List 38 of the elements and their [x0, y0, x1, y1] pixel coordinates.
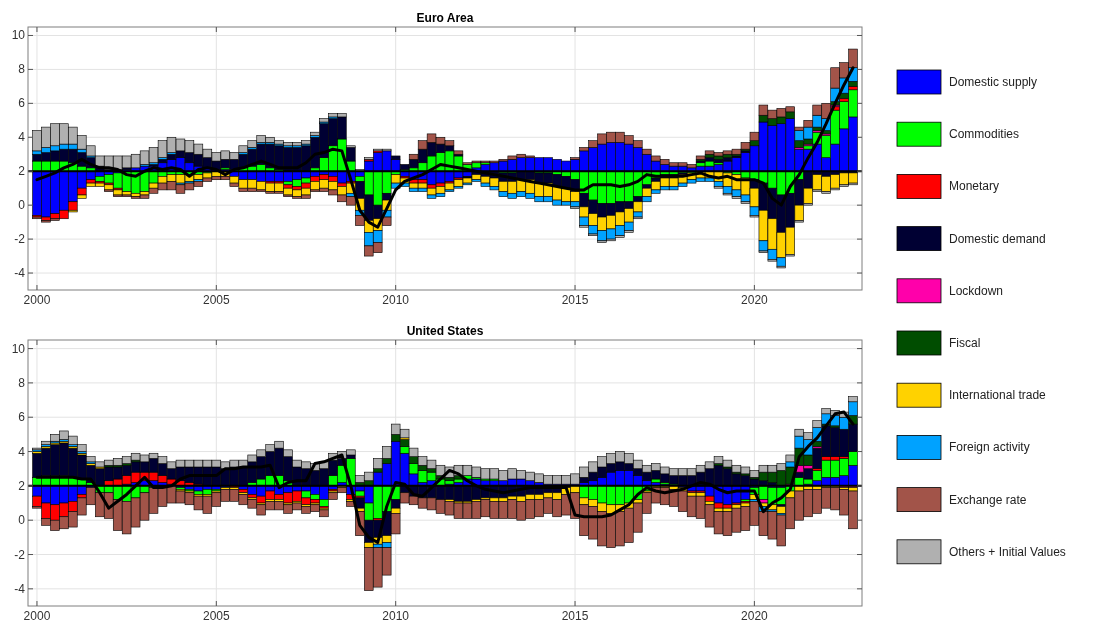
- x-tick-label: 2010: [382, 293, 410, 307]
- legend-label: Lockdown: [949, 283, 1004, 298]
- legend-label: Monetary: [949, 179, 1000, 194]
- x-tick-label: 2000: [23, 293, 51, 307]
- y-tick-label: 8: [18, 375, 26, 390]
- y-tick-label: 6: [18, 96, 26, 111]
- y-tick-label: 2: [18, 478, 26, 493]
- legend-label: Exchange rate: [949, 492, 1027, 507]
- x-tick-label: 2000: [23, 609, 51, 623]
- legend-label: Foreign activity: [949, 440, 1030, 455]
- y-tick-label: 10: [11, 341, 26, 356]
- y-tick-label: -2: [14, 232, 26, 247]
- y-tick-label: 0: [18, 198, 26, 213]
- legend-label: Domestic demand: [949, 231, 1046, 246]
- x-tick-label: 2010: [382, 609, 410, 623]
- x-tick-label: 2020: [741, 609, 769, 623]
- y-tick-label: -2: [14, 547, 26, 562]
- y-tick-label: -4: [14, 581, 26, 596]
- legend-label: Fiscal: [949, 336, 981, 350]
- legend-label: Others + Initial Values: [949, 544, 1066, 559]
- y-tick-label: -4: [14, 266, 26, 281]
- chart-title: Euro Area: [416, 11, 474, 25]
- y-tick-label: 0: [18, 513, 26, 528]
- x-tick-label: 2005: [202, 293, 230, 307]
- y-tick-label: 2: [18, 164, 26, 179]
- chart-title: United States: [406, 324, 484, 338]
- x-tick-label: 2005: [202, 609, 230, 623]
- y-tick-label: 6: [18, 410, 26, 425]
- y-tick-label: 4: [18, 444, 26, 459]
- x-tick-label: 2020: [741, 293, 769, 307]
- y-tick-label: 8: [18, 62, 26, 77]
- legend-label: International trade: [949, 388, 1047, 403]
- legend-label: Commodities: [949, 127, 1020, 142]
- y-tick-label: 4: [18, 130, 26, 145]
- legend-label: Domestic supply: [949, 75, 1038, 89]
- y-tick-label: 10: [11, 28, 26, 43]
- x-tick-label: 2015: [561, 293, 589, 307]
- x-tick-label: 2015: [561, 609, 589, 623]
